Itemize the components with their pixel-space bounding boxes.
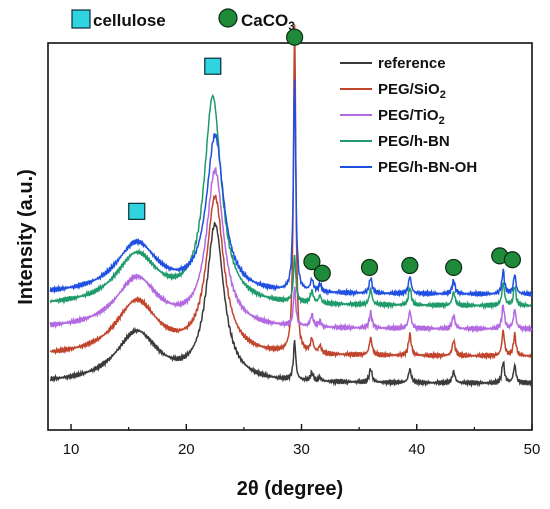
x-tick-label-20: 20: [178, 441, 195, 458]
cellulose-marker-2: [204, 57, 222, 75]
series-layer: [49, 24, 533, 388]
series-line-1: [49, 221, 532, 388]
legend-label-5: PEG/h-BN-OH: [378, 159, 477, 176]
legend-label-3: PEG/TiO2: [378, 107, 445, 127]
legend-label-1: reference: [378, 55, 446, 72]
cellulose-marker-1: [128, 202, 146, 220]
legend-label-2: PEG/SiO2: [378, 81, 446, 101]
caco3-key-label: CaCO3: [241, 11, 295, 33]
caco3-key-sub: 3: [288, 19, 295, 33]
legend-label-sub: 2: [440, 89, 446, 101]
tick-layer: 10 20 30 40 50: [63, 424, 541, 458]
caco3-marker-1: [286, 28, 304, 46]
series-line-5: [49, 79, 533, 298]
x-axis-title: 2θ (degree): [237, 478, 343, 500]
legend-label-main: PEG/TiO: [378, 107, 439, 124]
legend-label-main: PEG/h-BN: [378, 133, 450, 150]
legend-label-main: PEG/SiO: [378, 81, 440, 98]
plot-frame: [47, 42, 533, 431]
caco3-marker-8: [503, 251, 522, 269]
marker-layer: [128, 28, 522, 282]
caco3-marker-3: [313, 264, 331, 282]
series-line-4: [49, 93, 532, 311]
series-line-2: [49, 24, 532, 361]
caco3-key-main: CaCO: [241, 11, 288, 30]
x-tick-label-10: 10: [63, 441, 80, 458]
x-axis-title-rest: (degree): [259, 478, 343, 500]
legend-label-main: PEG/h-BN-OH: [378, 159, 477, 176]
marker-key: cellulose CaCO3: [71, 8, 295, 33]
caco3-marker-4: [360, 258, 379, 277]
x-tick-label-40: 40: [408, 441, 425, 458]
legend-label-4: PEG/h-BN: [378, 133, 450, 150]
x-axis-title-theta: 2θ: [237, 478, 259, 500]
legend: referencePEG/SiO2PEG/TiO2PEG/h-BNPEG/h-B…: [340, 55, 477, 176]
y-axis-title: Intensity (a.u.): [15, 169, 37, 305]
series-line-3: [49, 166, 533, 334]
cellulose-key-label: cellulose: [93, 11, 166, 30]
caco3-marker-6: [445, 258, 463, 277]
caco3-marker-2: [303, 253, 321, 271]
x-tick-label-50: 50: [524, 441, 541, 458]
caco3-key-circle: [218, 8, 238, 28]
caco3-marker-5: [401, 256, 419, 275]
cellulose-key-square: [71, 9, 91, 29]
x-tick-label-30: 30: [293, 441, 310, 458]
legend-label-sub: 2: [439, 115, 445, 127]
legend-label-main: reference: [378, 55, 446, 72]
